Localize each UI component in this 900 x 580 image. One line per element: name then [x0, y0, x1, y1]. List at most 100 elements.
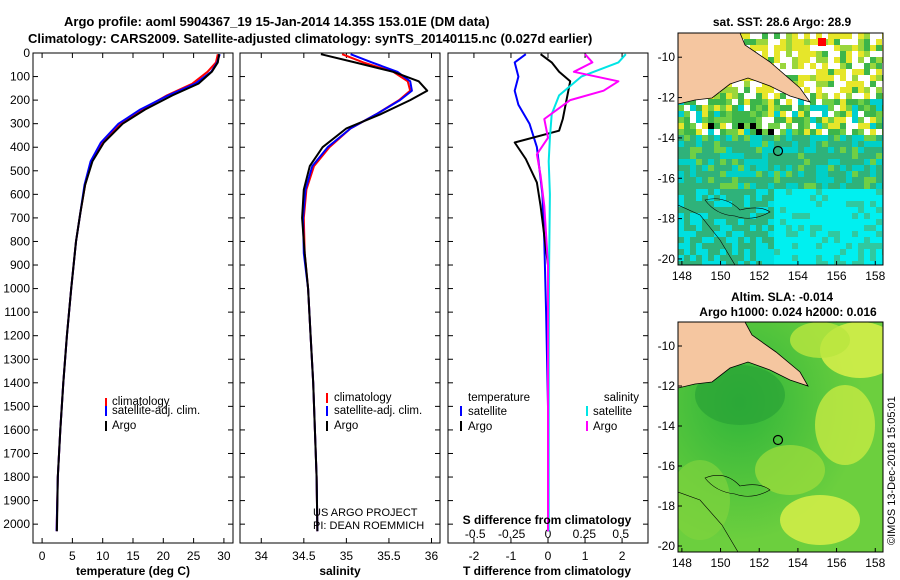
sst-pixel	[732, 261, 738, 265]
salinity-xlabel: salinity	[319, 564, 361, 578]
sst-pixel	[864, 213, 870, 219]
sst-pixel	[678, 225, 684, 231]
sst-pixel	[768, 243, 774, 249]
sst-pixel	[702, 207, 708, 213]
sst-pixel	[792, 147, 798, 153]
s-tick-label: 0.25	[573, 527, 597, 541]
sst-pixel	[786, 213, 792, 219]
legend-climatology-label: climatology	[334, 392, 392, 404]
sst-pixel	[756, 135, 762, 141]
sst-pixel	[810, 93, 816, 99]
sst-pixel	[702, 219, 708, 225]
sst-pixel	[774, 207, 780, 213]
sst-pixel	[786, 99, 792, 105]
map-y-tick-label: -18	[658, 212, 676, 226]
sst-pixel	[840, 231, 846, 237]
sst-pixel	[876, 93, 882, 99]
sst-pixel	[750, 153, 756, 159]
sst-pixel	[762, 129, 768, 135]
sst-pixel	[858, 177, 864, 183]
sst-pixel	[750, 111, 756, 117]
sst-pixel	[876, 147, 882, 153]
sst-pixel	[762, 237, 768, 243]
x-tick-label: 5	[69, 549, 76, 563]
sst-pixel	[702, 123, 708, 129]
sst-pixel	[696, 249, 702, 255]
sst-pixel	[864, 249, 870, 255]
sst-pixel	[792, 111, 798, 117]
sst-pixel	[774, 219, 780, 225]
sst-pixel	[816, 189, 822, 195]
sst-pixel	[702, 105, 708, 111]
sst-pixel	[858, 69, 864, 75]
sst-pixel	[846, 213, 852, 219]
sst-pixel	[720, 243, 726, 249]
sst-pixel	[810, 255, 816, 261]
sst-pixel	[732, 135, 738, 141]
sst-pixel	[792, 243, 798, 249]
sst-pixel	[774, 45, 780, 51]
sst-pixel	[738, 135, 744, 141]
sst-pixel	[792, 207, 798, 213]
credit-line-2: PI: DEAN ROEMMICH	[313, 520, 424, 532]
sst-pixel	[696, 159, 702, 165]
sst-pixel	[720, 231, 726, 237]
sst-pixel	[780, 231, 786, 237]
sst-pixel	[684, 243, 690, 249]
sst-pixel	[846, 231, 852, 237]
sst-pixel	[858, 123, 864, 129]
sst-pixel	[846, 93, 852, 99]
sst-pixel	[768, 171, 774, 177]
sst-pixel	[804, 255, 810, 261]
sst-pixel	[810, 201, 816, 207]
sst-pixel	[816, 33, 822, 39]
sst-pixel	[780, 111, 786, 117]
sst-pixel	[846, 87, 852, 93]
sst-pixel	[852, 81, 858, 87]
sst-pixel	[852, 237, 858, 243]
sst-pixel	[690, 249, 696, 255]
sst-pixel	[810, 105, 816, 111]
sst-pixel	[792, 177, 798, 183]
sst-pixel	[840, 159, 846, 165]
sst-pixel	[864, 195, 870, 201]
sst-pixel	[816, 117, 822, 123]
sst-pixel	[726, 189, 732, 195]
sst-pixel	[762, 255, 768, 261]
sst-pixel	[744, 195, 750, 201]
sst-pixel	[744, 123, 750, 129]
sst-pixel	[726, 243, 732, 249]
sst-pixel	[732, 207, 738, 213]
sst-pixel	[858, 45, 864, 51]
sst-pixel	[876, 135, 882, 141]
title-line-1: Argo profile: aoml 5904367_19 15-Jan-201…	[64, 14, 490, 29]
sst-pixel	[744, 33, 750, 39]
sst-pixel	[774, 141, 780, 147]
sst-pixel	[714, 195, 720, 201]
sst-pixel	[774, 189, 780, 195]
sst-pixel	[876, 255, 882, 261]
sst-pixel	[870, 255, 876, 261]
sst-pixel	[744, 99, 750, 105]
sst-pixel	[780, 219, 786, 225]
sst-pixel	[792, 213, 798, 219]
sst-pixel	[804, 117, 810, 123]
sst-pixel	[780, 171, 786, 177]
sst-pixel	[840, 69, 846, 75]
sst-pixel	[798, 63, 804, 69]
sst-pixel	[714, 93, 720, 99]
sst-pixel	[804, 75, 810, 81]
series-line-argo	[55, 54, 221, 532]
sst-pixel	[684, 165, 690, 171]
sst-pixel	[852, 201, 858, 207]
sst-pixel	[702, 177, 708, 183]
sst-pixel	[798, 165, 804, 171]
sst-pixel	[876, 207, 882, 213]
sst-pixel	[714, 219, 720, 225]
sst-pixel	[762, 207, 768, 213]
sst-pixel	[852, 75, 858, 81]
sst-pixel	[774, 249, 780, 255]
sst-pixel	[828, 135, 834, 141]
sst-pixel	[876, 39, 882, 45]
